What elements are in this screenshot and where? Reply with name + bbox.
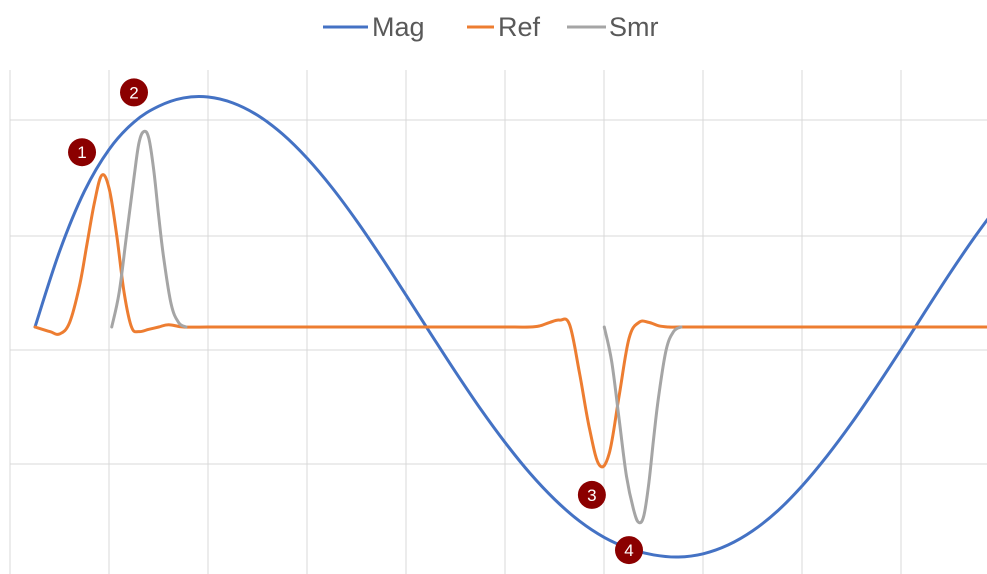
series-line-smr-1	[110, 129, 188, 329]
series-line-smr-2	[602, 325, 683, 525]
annotation-marker-2: 2	[120, 78, 148, 107]
marker-label: 4	[624, 541, 633, 560]
marker-circle	[615, 536, 643, 565]
annotation-marker-1: 1	[68, 138, 97, 167]
legend-label-smr: Smr	[609, 12, 659, 42]
marker-circle	[68, 138, 97, 167]
marker-circle	[577, 480, 606, 509]
marker-circle	[120, 78, 148, 107]
legend-item-smr: Smr	[567, 12, 659, 42]
legend-item-mag: Mag	[323, 12, 425, 42]
marker-label: 3	[587, 486, 596, 505]
legend-label-mag: Mag	[372, 12, 425, 42]
series-lines	[33, 94, 987, 559]
marker-label: 1	[77, 143, 86, 162]
gridlines	[9, 70, 987, 574]
annotation-marker-3: 3	[577, 480, 606, 509]
marker-label: 2	[129, 83, 138, 102]
series-line-mag	[33, 94, 987, 559]
annotation-markers: 1 2 3 4	[68, 78, 643, 565]
legend: Mag Ref Smr	[323, 12, 659, 42]
annotation-marker-4: 4	[615, 536, 643, 565]
legend-label-ref: Ref	[498, 12, 541, 42]
legend-item-ref: Ref	[467, 12, 541, 42]
